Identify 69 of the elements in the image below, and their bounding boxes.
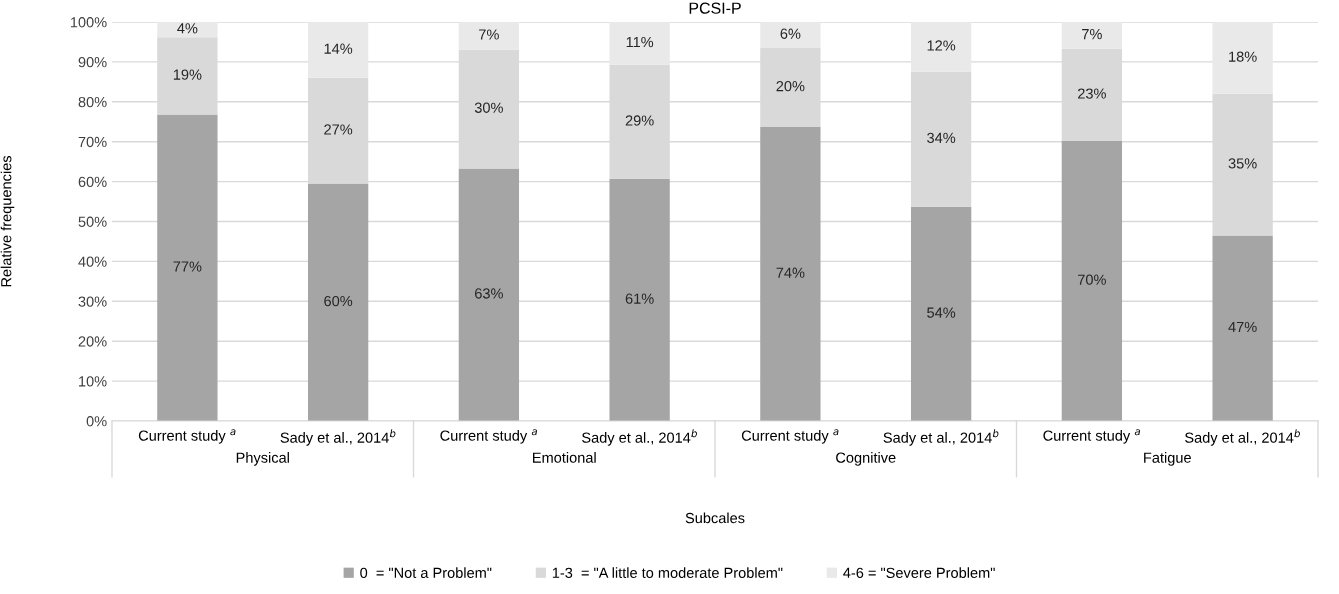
text: Fatigue [1144, 452, 1191, 466]
chart-title: PCSI-P [689, 2, 741, 14]
bar [307, 183, 369, 421]
text: Emotional [533, 452, 596, 463]
y-tick-label: 60% [78, 176, 107, 188]
y-tick-label: 30% [78, 296, 107, 307]
data-label: 34% [927, 132, 956, 144]
data-label: 70% [1078, 274, 1106, 285]
bar [760, 126, 821, 421]
data-label: 35% [1228, 158, 1257, 169]
bar [760, 22, 821, 48]
y-tick-label: 80% [78, 96, 107, 108]
y-axis-title: Relative frequencies [0, 155, 15, 287]
bar [910, 206, 972, 421]
x-tick-label: Sady et al., 2014$^{b}$ [582, 429, 697, 446]
legend-label: 0 = "Not a Problem" [360, 567, 492, 578]
bar [609, 178, 670, 421]
data-label: 19% [173, 69, 202, 80]
data-label: 27% [324, 124, 353, 135]
bar [157, 22, 218, 38]
bar [1212, 22, 1273, 94]
bar [307, 22, 369, 78]
x-tick-label: Sady et al., 2014$^{b}$ [883, 429, 999, 446]
data-label: 14% [324, 43, 353, 54]
y-tick-label: 90% [78, 57, 107, 68]
data-label: 7% [479, 29, 499, 40]
bar [609, 22, 670, 65]
x-tick-label: Sady et al., 2014$^{b}$ [280, 429, 396, 446]
legend-label: 4-6 = "Severe Problem" [843, 567, 995, 578]
data-label: 7% [1082, 29, 1102, 40]
data-label: 20% [776, 81, 805, 92]
data-label: 12% [927, 40, 956, 51]
data-label: 63% [475, 288, 503, 299]
bar [458, 22, 520, 50]
data-label: 77% [173, 261, 202, 272]
bar [1061, 22, 1123, 49]
x-tick-label: Current study $^{a}$ [440, 429, 537, 444]
x-tick-label: Sady et al., 2014$^{b}$ [1185, 429, 1300, 446]
legend-label: 1-3 = "A little to moderate Problem" [552, 567, 783, 578]
bar [1212, 235, 1273, 421]
data-label: 47% [1228, 321, 1257, 333]
x-tick-label: Current study $^{a}$ [138, 429, 236, 444]
data-label: 54% [927, 307, 956, 318]
bar [157, 114, 218, 421]
text: Physical [236, 452, 289, 466]
x-axis-title: Subcales [685, 512, 745, 524]
y-tick-label: 50% [78, 216, 107, 227]
data-label: 30% [474, 102, 503, 113]
y-tick-label: 100% [70, 17, 107, 28]
data-label: 4% [177, 23, 198, 34]
bar [910, 22, 972, 72]
bar [458, 168, 520, 421]
y-tick-label: 0% [86, 416, 107, 427]
data-label: 61% [625, 293, 654, 304]
data-label: 29% [625, 115, 654, 126]
data-label: 74% [776, 267, 805, 278]
y-tick-label: 20% [78, 336, 107, 347]
data-label: 11% [626, 37, 654, 48]
x-tick-label: Current study $^{a}$ [1043, 429, 1140, 444]
y-tick-label: 40% [78, 256, 107, 267]
text: Cognitive [836, 452, 896, 466]
data-label: 6% [780, 28, 801, 39]
x-tick-label: Current study $^{a}$ [741, 429, 839, 444]
data-label: 60% [324, 295, 353, 307]
y-tick-label: 70% [78, 136, 107, 148]
bar [1061, 140, 1123, 421]
data-label: 23% [1078, 88, 1106, 99]
y-tick-label: 10% [79, 376, 107, 387]
data-label: 18% [1229, 51, 1257, 62]
